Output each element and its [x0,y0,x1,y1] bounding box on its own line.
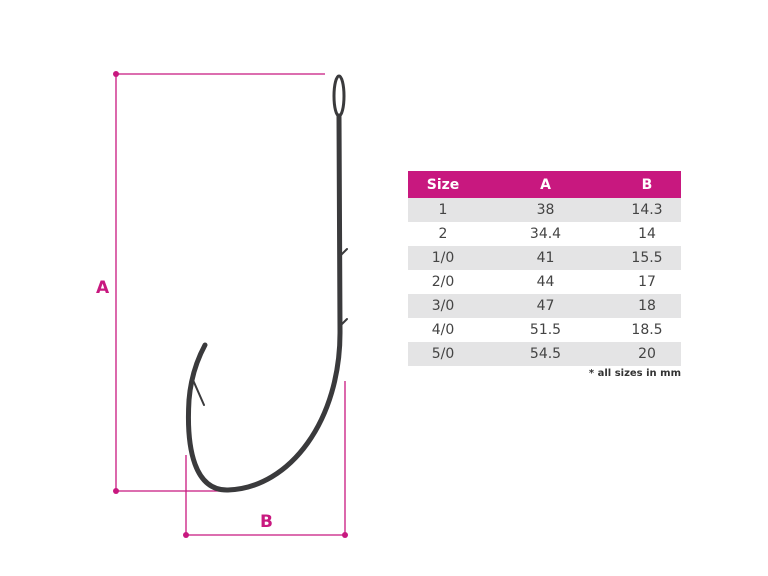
header-b: B [613,171,681,198]
cell-size: 3/0 [408,294,478,318]
cell-a: 51.5 [529,322,562,338]
cell-size: 2/0 [431,274,455,290]
header-size: Size [408,171,478,198]
cell-a: 41 [478,246,613,270]
cell-size: 2 [438,226,448,242]
cell-size: 4/0 [431,322,455,338]
cell-b: 20 [613,342,681,366]
cell-a: 54.5 [478,342,613,366]
dimension-b-label: B [260,512,273,532]
table-row: 5/0 54.5 20 [408,342,681,366]
table-header: Size A B [408,171,681,198]
fish-hook-illustration [186,74,348,493]
units-footnote: * all sizes in mm [588,368,681,379]
cell-a: 34.4 [529,226,562,242]
dimension-a-label: A [96,278,110,298]
size-table: Size A B 1 38 14.3 2 34.4 14 1/0 41 15.5 2/0 44… [408,171,681,366]
header-a: A [478,171,613,198]
cell-b: 18.5 [631,322,663,338]
table-row: 2 34.4 14 [408,222,681,246]
cell-b: 14.3 [613,198,681,222]
cell-a: 47 [478,294,613,318]
cell-size: 1/0 [408,246,478,270]
table-row: 2/0 44 17 [408,270,681,294]
cell-b: 18 [613,294,681,318]
cell-a: 38 [478,198,613,222]
cell-a: 44 [536,274,555,290]
cell-b: 17 [638,274,656,290]
table-row: 1/0 41 15.5 [408,246,681,270]
dimension-b [183,381,348,538]
table-row: 3/0 47 18 [408,294,681,318]
table-row: 4/0 51.5 18.5 [408,318,681,342]
cell-b: 14 [638,226,656,242]
cell-b: 15.5 [613,246,681,270]
cell-size: 1 [408,198,478,222]
dimension-a [113,71,325,494]
table-row: 1 38 14.3 [408,198,681,222]
cell-size: 5/0 [408,342,478,366]
